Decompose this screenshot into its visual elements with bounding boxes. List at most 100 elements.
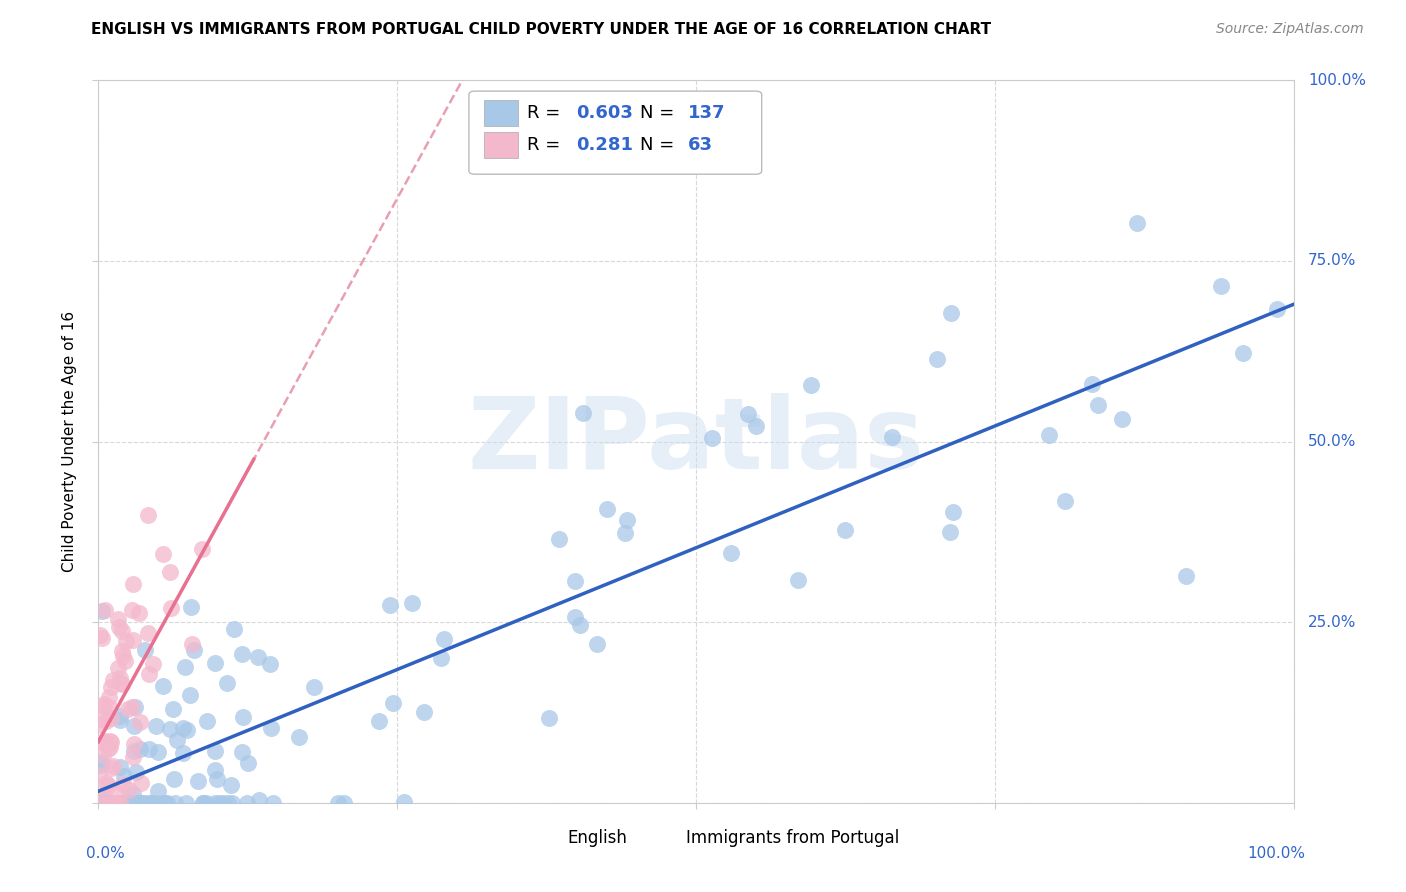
Point — [91, 748, 114, 763]
Point — [159, 565, 181, 579]
Text: ZIPatlas: ZIPatlas — [468, 393, 924, 490]
Text: 0.603: 0.603 — [576, 103, 633, 122]
Point — [93, 699, 115, 714]
Point — [288, 730, 311, 744]
Point — [195, 714, 218, 728]
Point — [179, 688, 201, 702]
Point — [208, 796, 231, 810]
Point — [91, 796, 114, 810]
Point — [412, 706, 434, 720]
Point — [219, 778, 242, 792]
Point — [1054, 494, 1077, 508]
Point — [145, 719, 167, 733]
Point — [238, 756, 260, 770]
Point — [205, 772, 228, 786]
Point — [138, 666, 160, 681]
Point — [98, 739, 121, 754]
Point — [90, 758, 112, 772]
Point — [111, 677, 134, 691]
Point — [97, 690, 120, 704]
Point — [89, 796, 111, 810]
Point — [1087, 398, 1109, 412]
Point — [121, 603, 143, 617]
Point — [124, 719, 146, 733]
Point — [616, 513, 638, 527]
FancyBboxPatch shape — [648, 827, 678, 850]
Point — [596, 501, 619, 516]
Point — [800, 377, 823, 392]
FancyBboxPatch shape — [470, 91, 762, 174]
Text: 75.0%: 75.0% — [1308, 253, 1357, 268]
Point — [131, 796, 153, 810]
Y-axis label: Child Poverty Under the Age of 16: Child Poverty Under the Age of 16 — [62, 311, 77, 572]
Point — [111, 796, 134, 810]
Point — [91, 735, 114, 749]
Point — [111, 776, 134, 790]
Point — [193, 796, 215, 810]
Point — [96, 714, 118, 728]
Point — [538, 711, 561, 725]
Point — [247, 793, 270, 807]
Point — [212, 796, 235, 810]
Text: 63: 63 — [688, 136, 713, 153]
Point — [97, 779, 120, 793]
Point — [159, 722, 181, 736]
Point — [107, 612, 129, 626]
Point — [204, 796, 226, 810]
Point — [162, 702, 184, 716]
Point — [118, 796, 141, 810]
Point — [136, 508, 159, 523]
Point — [927, 351, 949, 366]
Point — [231, 745, 253, 759]
Point — [247, 650, 270, 665]
Point — [204, 657, 226, 671]
Text: 100.0%: 100.0% — [1247, 847, 1306, 861]
Point — [744, 419, 766, 434]
Point — [162, 772, 184, 786]
Text: 137: 137 — [688, 103, 725, 122]
Point — [572, 406, 595, 420]
Point — [262, 796, 284, 810]
Point — [90, 796, 112, 810]
Point — [110, 713, 132, 727]
Point — [569, 618, 592, 632]
Point — [134, 796, 156, 810]
Point — [117, 796, 139, 810]
Point — [547, 532, 569, 546]
Point — [1038, 428, 1060, 442]
Point — [90, 796, 112, 810]
Point — [720, 546, 742, 560]
Point — [193, 796, 215, 810]
Point — [108, 671, 131, 685]
Point — [141, 796, 163, 810]
Text: N =: N = — [640, 136, 679, 153]
Point — [586, 636, 609, 650]
Point — [125, 796, 148, 810]
Point — [89, 768, 111, 782]
Point — [1174, 569, 1197, 583]
Text: English: English — [567, 830, 627, 847]
Point — [155, 796, 177, 810]
Point — [125, 764, 148, 779]
Point — [333, 796, 356, 810]
Point — [737, 407, 759, 421]
Point — [129, 714, 152, 729]
Point — [136, 626, 159, 640]
Point — [104, 796, 127, 810]
Point — [172, 746, 194, 760]
Point — [941, 306, 963, 320]
Point — [138, 741, 160, 756]
Point — [122, 796, 145, 810]
Point — [231, 648, 253, 662]
Point — [221, 796, 243, 810]
Point — [304, 681, 326, 695]
Point — [382, 696, 405, 710]
Point — [93, 789, 115, 803]
Point — [117, 796, 139, 810]
Point — [108, 619, 131, 633]
Point — [181, 637, 204, 651]
Point — [98, 734, 121, 748]
Point — [163, 796, 186, 810]
Point — [368, 714, 391, 729]
Point — [121, 576, 143, 591]
